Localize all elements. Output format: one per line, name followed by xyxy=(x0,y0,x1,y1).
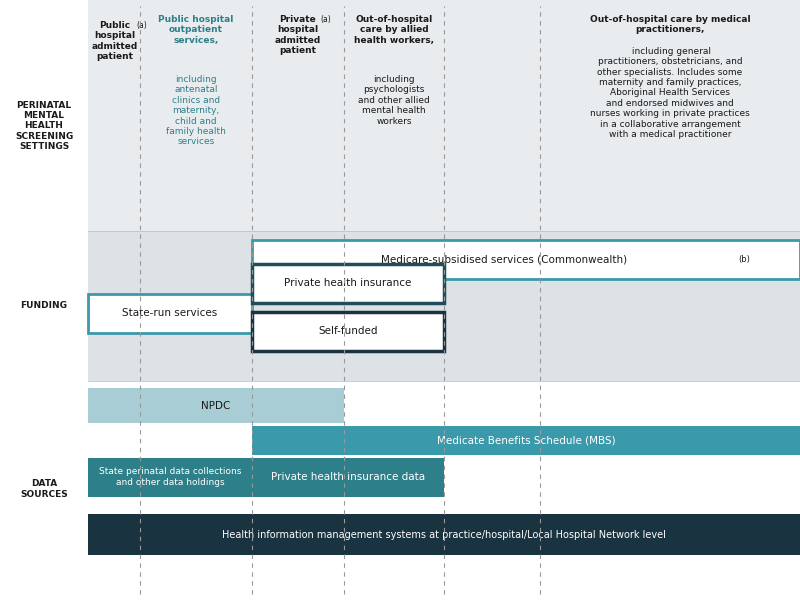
Text: NPDC: NPDC xyxy=(202,401,230,410)
Text: (a): (a) xyxy=(321,15,331,24)
Text: FUNDING: FUNDING xyxy=(21,301,67,311)
Text: Out-of-hospital
care by allied
health workers,: Out-of-hospital care by allied health wo… xyxy=(354,15,434,45)
Text: Self-funded: Self-funded xyxy=(318,326,378,336)
Text: Health information management systems at practice/hospital/Local Hospital Networ: Health information management systems at… xyxy=(222,530,666,539)
Text: Medicate Benefits Schedule (MBS): Medicate Benefits Schedule (MBS) xyxy=(437,436,615,445)
FancyBboxPatch shape xyxy=(252,264,444,303)
FancyBboxPatch shape xyxy=(252,312,444,351)
Text: including
antenatal
clinics and
maternity,
child and
family health
services: including antenatal clinics and maternit… xyxy=(166,75,226,146)
FancyBboxPatch shape xyxy=(88,388,344,423)
FancyBboxPatch shape xyxy=(88,0,800,231)
Text: Private
hospital
admitted
patient: Private hospital admitted patient xyxy=(275,15,321,55)
FancyBboxPatch shape xyxy=(252,458,444,497)
Text: Public hospital
outpatient
services,: Public hospital outpatient services, xyxy=(158,15,234,45)
Text: Private health insurance data: Private health insurance data xyxy=(271,472,425,482)
Text: Private health insurance: Private health insurance xyxy=(284,278,412,288)
Text: Out-of-hospital care by medical
practitioners,: Out-of-hospital care by medical practiti… xyxy=(590,15,750,34)
Text: including general
practitioners, obstetricians, and
other specialists. Includes : including general practitioners, obstetr… xyxy=(590,47,750,139)
Text: PERINATAL
MENTAL
HEALTH
SCREENING
SETTINGS: PERINATAL MENTAL HEALTH SCREENING SETTIN… xyxy=(15,101,73,151)
FancyBboxPatch shape xyxy=(252,240,800,279)
Text: Medicare-subsidised services (Commonwealth): Medicare-subsidised services (Commonweal… xyxy=(381,254,627,264)
Text: (b): (b) xyxy=(738,254,750,264)
FancyBboxPatch shape xyxy=(88,458,252,497)
Text: DATA
SOURCES: DATA SOURCES xyxy=(20,479,68,499)
Text: State-run services: State-run services xyxy=(122,308,218,319)
FancyBboxPatch shape xyxy=(88,294,252,333)
Text: including
psychologists
and other allied
mental health
workers: including psychologists and other allied… xyxy=(358,75,430,125)
FancyBboxPatch shape xyxy=(252,426,800,455)
Text: State perinatal data collections
and other data holdings: State perinatal data collections and oth… xyxy=(99,467,241,487)
Text: Public
hospital
admitted
patient: Public hospital admitted patient xyxy=(91,21,138,61)
FancyBboxPatch shape xyxy=(88,231,800,381)
FancyBboxPatch shape xyxy=(88,514,800,555)
Text: (a): (a) xyxy=(136,21,146,30)
